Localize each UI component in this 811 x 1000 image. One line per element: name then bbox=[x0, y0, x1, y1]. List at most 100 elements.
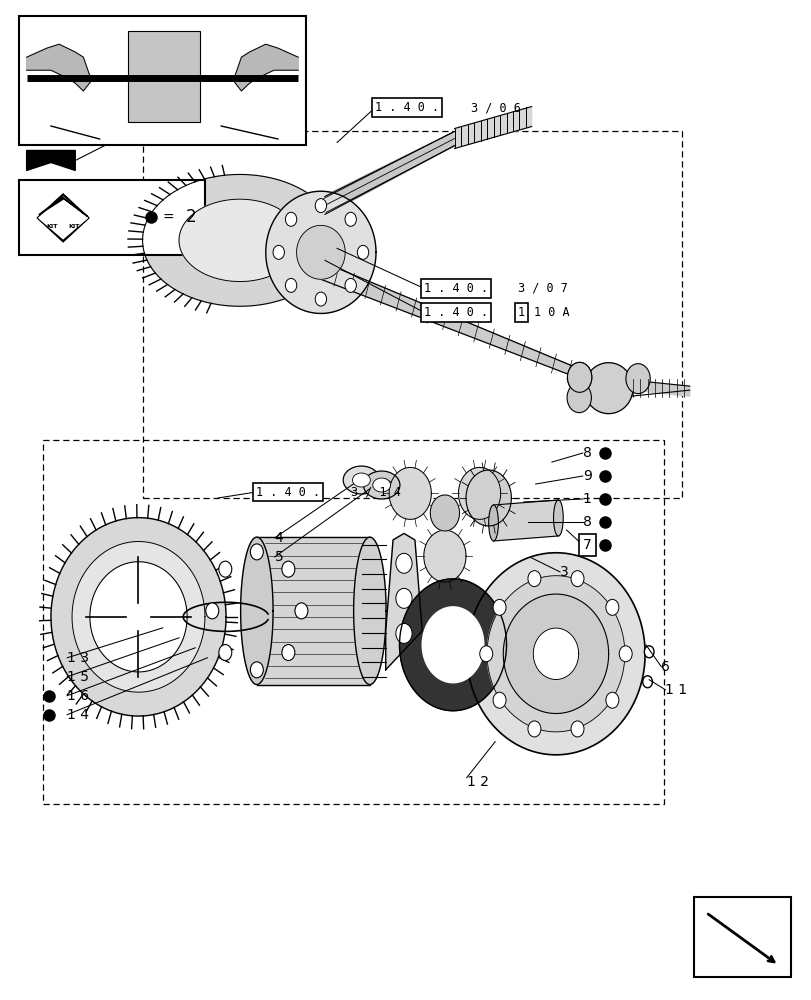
Text: 1 . 4 0 .: 1 . 4 0 . bbox=[255, 486, 320, 499]
Circle shape bbox=[272, 245, 284, 259]
Polygon shape bbox=[487, 576, 624, 732]
Circle shape bbox=[570, 571, 583, 587]
Polygon shape bbox=[533, 628, 578, 680]
Text: 3: 3 bbox=[560, 565, 568, 579]
Polygon shape bbox=[143, 174, 337, 306]
Polygon shape bbox=[240, 537, 272, 685]
Circle shape bbox=[605, 599, 618, 615]
Circle shape bbox=[625, 364, 650, 394]
Polygon shape bbox=[39, 197, 88, 239]
Text: 1 0 A: 1 0 A bbox=[534, 306, 569, 319]
Ellipse shape bbox=[343, 466, 380, 494]
Circle shape bbox=[345, 278, 356, 292]
Polygon shape bbox=[458, 467, 500, 519]
Bar bbox=[127, 31, 200, 122]
Circle shape bbox=[479, 646, 492, 662]
Text: 9: 9 bbox=[582, 469, 591, 483]
Polygon shape bbox=[265, 191, 375, 313]
Circle shape bbox=[250, 544, 263, 560]
Text: 4: 4 bbox=[274, 531, 283, 545]
Polygon shape bbox=[90, 562, 187, 672]
Circle shape bbox=[219, 645, 231, 661]
Circle shape bbox=[642, 676, 651, 688]
Ellipse shape bbox=[363, 471, 400, 499]
Bar bbox=[693, 897, 790, 977]
Polygon shape bbox=[493, 500, 558, 541]
Polygon shape bbox=[388, 467, 431, 519]
Circle shape bbox=[294, 603, 307, 619]
Circle shape bbox=[285, 278, 296, 292]
Polygon shape bbox=[422, 607, 483, 683]
Polygon shape bbox=[320, 133, 457, 213]
Text: 1 5: 1 5 bbox=[67, 670, 89, 684]
Circle shape bbox=[492, 692, 505, 708]
Polygon shape bbox=[430, 495, 459, 531]
Polygon shape bbox=[385, 533, 422, 670]
Text: 8: 8 bbox=[582, 446, 591, 460]
Text: 8: 8 bbox=[582, 515, 591, 529]
Ellipse shape bbox=[396, 588, 411, 608]
Ellipse shape bbox=[553, 500, 563, 536]
Text: 1 1: 1 1 bbox=[664, 683, 687, 697]
Polygon shape bbox=[354, 537, 385, 685]
Polygon shape bbox=[178, 199, 300, 282]
Polygon shape bbox=[296, 225, 345, 279]
Text: 1 3: 1 3 bbox=[67, 651, 89, 665]
Polygon shape bbox=[27, 150, 75, 170]
Polygon shape bbox=[51, 518, 225, 716]
Bar bbox=[19, 180, 204, 255]
Polygon shape bbox=[27, 44, 92, 91]
Text: 3 / 0 6: 3 / 0 6 bbox=[470, 101, 520, 114]
Polygon shape bbox=[503, 594, 608, 713]
Text: 1 4: 1 4 bbox=[67, 708, 89, 722]
Text: 1 2: 1 2 bbox=[466, 775, 488, 789]
Text: =: = bbox=[163, 210, 174, 224]
Circle shape bbox=[567, 362, 591, 392]
Text: 6: 6 bbox=[660, 660, 669, 674]
Ellipse shape bbox=[396, 553, 411, 573]
Text: 7: 7 bbox=[582, 538, 590, 552]
Circle shape bbox=[315, 199, 326, 213]
Polygon shape bbox=[631, 380, 689, 396]
Polygon shape bbox=[37, 194, 89, 242]
Ellipse shape bbox=[396, 623, 411, 643]
Polygon shape bbox=[233, 44, 298, 91]
Circle shape bbox=[643, 646, 653, 658]
Text: 3 / 0 7: 3 / 0 7 bbox=[517, 282, 567, 295]
Text: 1 . 4 0 .: 1 . 4 0 . bbox=[423, 282, 487, 295]
Circle shape bbox=[567, 362, 591, 392]
Polygon shape bbox=[320, 261, 602, 387]
Circle shape bbox=[570, 721, 583, 737]
Text: 5: 5 bbox=[274, 550, 283, 564]
Polygon shape bbox=[399, 579, 506, 711]
Circle shape bbox=[315, 292, 326, 306]
Bar bbox=[19, 16, 306, 145]
Circle shape bbox=[527, 571, 540, 587]
Polygon shape bbox=[454, 107, 531, 148]
Polygon shape bbox=[72, 542, 204, 692]
Circle shape bbox=[281, 561, 294, 577]
Polygon shape bbox=[466, 470, 511, 526]
Circle shape bbox=[566, 383, 590, 413]
Text: 3 / 1 4: 3 / 1 4 bbox=[350, 486, 401, 499]
Circle shape bbox=[281, 645, 294, 661]
Circle shape bbox=[619, 646, 632, 662]
Circle shape bbox=[345, 212, 356, 226]
Text: 1 . 4 0 .: 1 . 4 0 . bbox=[423, 306, 487, 319]
Text: KIT: KIT bbox=[69, 224, 80, 229]
Ellipse shape bbox=[488, 505, 498, 541]
Text: 1: 1 bbox=[517, 306, 525, 319]
Circle shape bbox=[250, 662, 263, 678]
Polygon shape bbox=[256, 537, 369, 685]
Text: 2: 2 bbox=[185, 208, 196, 226]
Text: 1 6: 1 6 bbox=[67, 689, 89, 703]
Circle shape bbox=[492, 599, 505, 615]
Ellipse shape bbox=[352, 473, 370, 487]
Text: KIT: KIT bbox=[46, 224, 58, 229]
Ellipse shape bbox=[372, 478, 390, 492]
Circle shape bbox=[527, 721, 540, 737]
Circle shape bbox=[605, 692, 618, 708]
Polygon shape bbox=[39, 197, 88, 216]
Polygon shape bbox=[423, 530, 466, 582]
Polygon shape bbox=[466, 553, 644, 755]
